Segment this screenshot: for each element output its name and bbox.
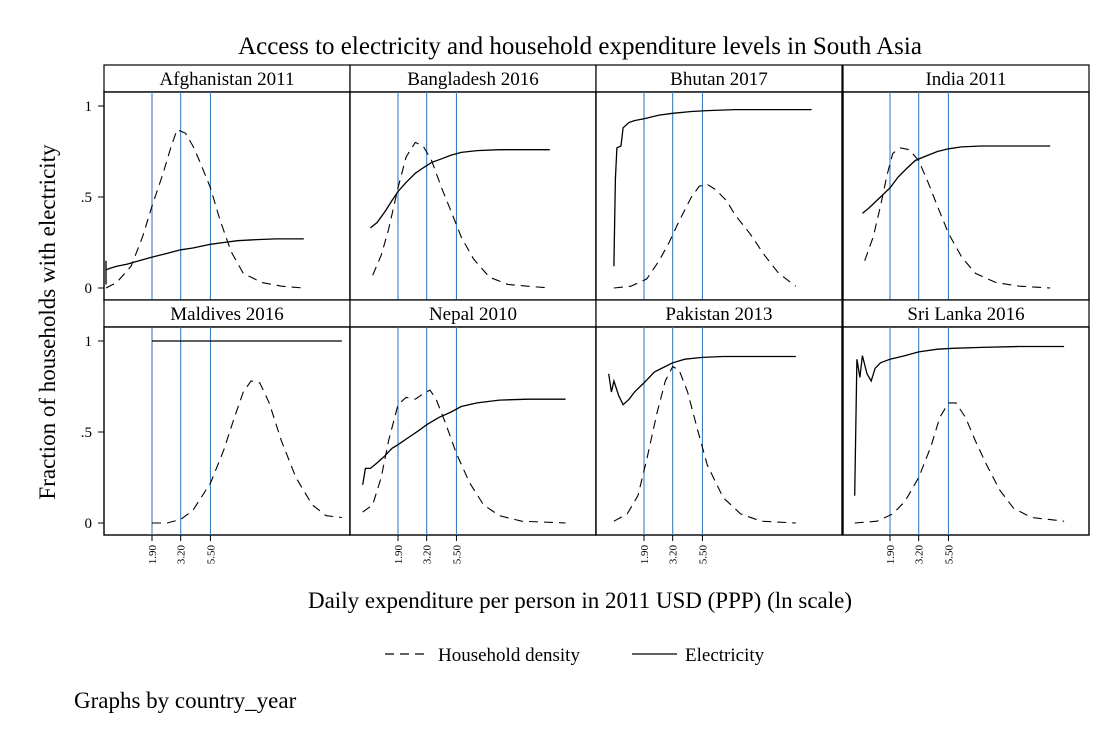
facet-strip (349, 299, 597, 328)
x-tick-label: 3.20 (668, 545, 680, 565)
facet-strip-label: Bangladesh 2016 (407, 69, 538, 90)
facet-strip-label: Maldives 2016 (170, 304, 283, 325)
facet-india-2011: India 2011 (842, 64, 1090, 301)
series-electricity (861, 145, 1051, 214)
facet-plot-frame (349, 326, 597, 536)
x-tick-label: 5.50 (205, 545, 217, 565)
facet-strip (595, 299, 843, 328)
facet-plot-frame (595, 326, 843, 536)
x-tick-label: 3.20 (914, 545, 926, 565)
facet-plot-frame (842, 326, 1090, 536)
facet-pakistan-2013: Pakistan 2013 1.90 3.20 5.50 (595, 299, 843, 565)
x-tick-label: 3.20 (422, 545, 434, 565)
series-household-density (613, 183, 797, 289)
facet-panels: Afghanistan 2011 0 .5 1 Bangladesh 2016 Bhuta… (81, 64, 1090, 565)
facet-bangladesh-2016: Bangladesh 2016 (349, 64, 597, 301)
chart-title: Access to electricity and household expe… (238, 33, 922, 60)
facet-strip-label: Nepal 2010 (429, 304, 517, 325)
legend-electricity-label: Electricity (685, 645, 765, 666)
facet-strip (842, 299, 1090, 328)
x-tick-label: 1.90 (147, 545, 159, 565)
facet-sri-lanka-2016: Sri Lanka 2016 1.90 3.20 5.50 (842, 299, 1090, 565)
series-electricity (362, 398, 566, 485)
series-household-density (152, 380, 342, 524)
x-tick-label: 5.50 (943, 545, 955, 565)
facet-bhutan-2017: Bhutan 2017 (595, 64, 843, 301)
series-electricity (613, 108, 812, 267)
x-tick-label: 1.90 (393, 545, 405, 565)
facet-strip-label: Bhutan 2017 (670, 69, 768, 90)
facet-strip-label: Sri Lanka 2016 (907, 304, 1024, 325)
y-tick-label: 0 (85, 281, 93, 297)
graphs-by-note: Graphs by country_year (74, 688, 297, 713)
facet-plot-frame (595, 91, 843, 301)
y-axis-label: Fraction of households with electricity (35, 144, 60, 500)
series-household-density (362, 389, 566, 524)
x-tick-label: 1.90 (639, 545, 651, 565)
facet-nepal-2010: Nepal 2010 1.90 3.20 5.50 (349, 299, 597, 565)
facet-plot-frame (103, 91, 351, 301)
x-axis-label: Daily expenditure per person in 2011 USD… (308, 588, 852, 613)
facet-afghanistan-2011: Afghanistan 2011 0 .5 1 (81, 64, 351, 301)
series-household-density (372, 141, 550, 289)
series-electricity (369, 149, 550, 229)
x-tick-label: 1.90 (885, 545, 897, 565)
y-tick-label: 0 (85, 516, 93, 532)
y-tick-label: 1 (85, 334, 93, 350)
x-tick-label: 5.50 (697, 545, 709, 565)
facet-strip-label: India 2011 (925, 69, 1006, 90)
y-tick-label: 1 (85, 99, 93, 115)
facet-strip-label: Afghanistan 2011 (160, 69, 295, 90)
facet-strip (103, 299, 351, 328)
y-tick-label: .5 (81, 190, 92, 206)
facet-strip-label: Pakistan 2013 (665, 304, 772, 325)
series-electricity (854, 345, 1065, 496)
legend-density-label: Household density (438, 645, 580, 666)
x-tick-label: 3.20 (176, 545, 188, 565)
facet-maldives-2016: Maldives 2016 0 .5 1 1.90 3.20 5.50 (81, 299, 351, 565)
facet-plot-frame (103, 326, 351, 536)
y-tick-label: .5 (81, 425, 92, 441)
facet-strip (349, 64, 597, 93)
facet-plot-frame (349, 91, 597, 301)
series-electricity (105, 238, 304, 285)
series-electricity (608, 355, 796, 406)
facet-plot-frame (842, 91, 1090, 301)
x-tick-label: 5.50 (451, 545, 463, 565)
facet-strip (103, 64, 351, 93)
series-household-density (864, 147, 1051, 289)
legend: Household density Electricity (385, 645, 765, 666)
series-household-density (854, 402, 1065, 524)
series-household-density (613, 365, 796, 524)
